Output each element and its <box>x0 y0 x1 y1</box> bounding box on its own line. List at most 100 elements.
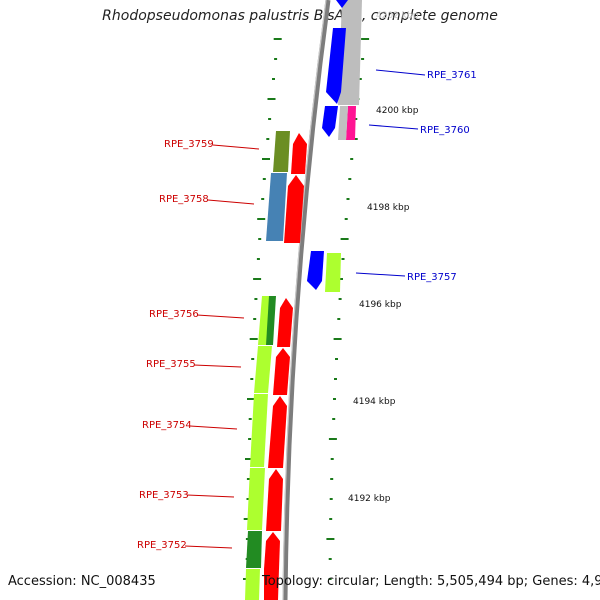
scale-label-4200: 4200 kbp <box>376 106 419 116</box>
label-rpe-3759[interactable]: RPE_3759 <box>164 139 214 150</box>
leader-rpe-3761 <box>375 69 426 76</box>
gene-rpe-3753-partner[interactable] <box>247 468 265 530</box>
gene-rpe-3752-partner[interactable] <box>246 531 262 568</box>
leader-rpe-3755 <box>193 364 242 368</box>
label-rpe-3757[interactable]: RPE_3757 <box>407 272 457 283</box>
gene-rpe-3759[interactable] <box>291 133 307 174</box>
label-rpe-3756[interactable]: RPE_3756 <box>149 309 199 320</box>
inner-gene-track <box>245 131 307 600</box>
scale-tick <box>267 98 276 100</box>
genome-backbone-highlight <box>282 0 327 600</box>
scale-tick <box>335 358 338 360</box>
label-rpe-3754[interactable]: RPE_3754 <box>142 420 192 431</box>
gene-rpe-3756[interactable] <box>277 298 293 347</box>
gene-rpe-3754-partner[interactable] <box>250 394 268 467</box>
leader-rpe-3759 <box>212 144 260 150</box>
scale-tick <box>334 378 337 380</box>
scale-tick <box>328 578 332 580</box>
scale-tick <box>338 298 342 300</box>
scale-tick <box>249 338 258 340</box>
scale-tick <box>332 418 336 420</box>
leader-rpe-3752 <box>184 545 233 549</box>
scale-tick <box>344 218 348 220</box>
scale-tick <box>245 458 253 460</box>
gene-rpe-3755[interactable] <box>273 348 290 395</box>
gene-rpe-3757[interactable] <box>307 251 324 290</box>
gene-bottom-red[interactable] <box>264 569 279 600</box>
scale-tick <box>348 178 352 180</box>
label-rpe-3758[interactable]: RPE_3758 <box>159 194 209 205</box>
gene-rpe-3756-partner-dark[interactable] <box>266 296 276 345</box>
scale-tick <box>266 138 270 140</box>
leader-rpe-3756 <box>196 314 245 319</box>
leader-rpe-3758 <box>207 199 255 205</box>
scale-tick <box>328 558 332 560</box>
gene-block-grey[interactable] <box>338 0 362 105</box>
scale-label-4194: 4194 kbp <box>353 397 396 407</box>
label-rpe-3753[interactable]: RPE_3753 <box>139 490 189 501</box>
scale-tick <box>340 278 343 280</box>
label-rpe-3752[interactable]: RPE_3752 <box>137 540 187 551</box>
scale-tick <box>329 518 333 520</box>
gene-rpe-3752[interactable] <box>264 532 280 569</box>
scale-label-4196: 4196 kbp <box>359 300 402 310</box>
genome-backbone <box>282 0 331 600</box>
scale-tick <box>248 418 252 420</box>
gene-rpe-3755-partner[interactable] <box>254 346 272 393</box>
scale-tick <box>245 538 249 540</box>
scale-tick <box>330 458 334 460</box>
gene-bottom-partner[interactable] <box>245 569 260 600</box>
gene-rpe-3758[interactable] <box>284 175 304 243</box>
scale-label-4198: 4198 kbp <box>367 203 410 213</box>
scale-tick <box>333 398 336 400</box>
scale-label-4192: 4192 kbp <box>348 494 391 504</box>
scale-tick <box>258 238 262 240</box>
scale-tick <box>273 38 282 40</box>
scale-tick <box>326 538 335 540</box>
scale-labels: 4202 kbp 4200 kbp 4198 kbp 4196 kbp 4194… <box>348 11 419 504</box>
label-rpe-3761[interactable]: RPE_3761 <box>427 70 477 81</box>
leader-rpe-3753 <box>186 494 235 498</box>
scale-tick <box>361 58 365 60</box>
topology-label: Topology: circular; Length: 5,505,494 bp… <box>262 574 600 589</box>
leader-rpe-3757 <box>355 272 406 277</box>
scale-tick <box>361 38 370 40</box>
scale-tick <box>251 358 255 360</box>
scale-tick <box>257 218 266 220</box>
gene-rpe-3758-partner[interactable] <box>266 173 287 241</box>
leader-rpe-3754 <box>189 425 238 430</box>
gene-rpe-3754[interactable] <box>268 396 287 468</box>
accession-label: Accession: NC_008435 <box>8 574 156 589</box>
scale-tick <box>248 438 252 440</box>
scale-tick <box>247 398 255 400</box>
scale-tick <box>250 378 254 380</box>
gene-rpe-3759-partner[interactable] <box>273 131 290 172</box>
gene-rpe-3760[interactable] <box>322 106 338 137</box>
gene-top-arrow[interactable] <box>336 0 348 8</box>
scale-tick <box>246 498 250 500</box>
scale-tick <box>256 258 260 260</box>
label-rpe-3760[interactable]: RPE_3760 <box>420 125 470 136</box>
scale-tick <box>274 58 278 60</box>
gene-rpe-3753[interactable] <box>266 469 283 531</box>
gene-block-grey-lower[interactable] <box>338 106 348 140</box>
gene-rpe-3761[interactable] <box>326 28 346 104</box>
scale-tick <box>261 198 265 200</box>
scale-tick <box>262 158 270 160</box>
map-title: Rhodopseudomonas palustris BisA53, compl… <box>102 8 498 24</box>
gene-rpe-3757-partner[interactable] <box>325 253 341 292</box>
scale-tick <box>268 118 272 120</box>
right-gene-labels: RPE_3761 RPE_3760 RPE_3757 <box>355 69 477 283</box>
label-rpe-3755[interactable]: RPE_3755 <box>146 359 196 370</box>
scale-tick <box>246 478 250 480</box>
scale-tick <box>350 158 354 160</box>
scale-tick <box>254 298 258 300</box>
scale-tick <box>333 338 342 340</box>
gene-block-pink[interactable] <box>346 106 356 140</box>
leader-rpe-3760 <box>368 124 419 130</box>
scale-tick <box>272 78 275 80</box>
left-gene-labels: RPE_3759 RPE_3758 RPE_3756 RPE_3755 RPE_… <box>137 139 260 551</box>
scale-tick <box>341 258 345 260</box>
scale-tick <box>354 118 358 120</box>
